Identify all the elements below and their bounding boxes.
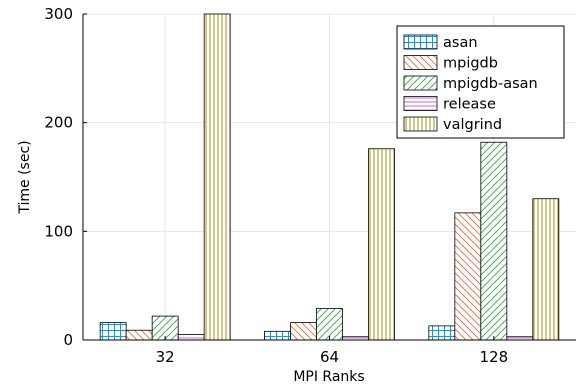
legend-swatch-mpigdb-asan bbox=[404, 76, 437, 90]
bar-asan-128 bbox=[429, 326, 455, 340]
legend-swatch-release bbox=[404, 97, 437, 111]
bar-valgrind-32 bbox=[204, 14, 230, 340]
legend-swatch-valgrind bbox=[404, 117, 437, 131]
y-tick-label: 0 bbox=[63, 331, 73, 349]
bar-mpigdb-32 bbox=[126, 330, 152, 340]
y-tick-label: 300 bbox=[44, 5, 73, 23]
x-tick-label: 128 bbox=[480, 348, 509, 366]
bar-valgrind-64 bbox=[369, 149, 395, 340]
x-tick-label: 32 bbox=[156, 348, 175, 366]
y-axis-title: Time (sec) bbox=[17, 140, 33, 214]
x-tick-label: 64 bbox=[320, 348, 339, 366]
bar-asan-64 bbox=[265, 331, 291, 340]
bar-valgrind-128 bbox=[533, 199, 559, 340]
legend-label-asan: asan bbox=[443, 35, 478, 51]
legend-swatch-mpigdb bbox=[404, 56, 437, 70]
legend: asan mpigdb mpigdb-asan release valgrind bbox=[397, 26, 564, 138]
bar-release-32 bbox=[178, 335, 204, 340]
legend-label-mpigdb: mpigdb bbox=[443, 56, 498, 72]
legend-label-valgrind: valgrind bbox=[443, 117, 502, 133]
x-axis-title: MPI Ranks bbox=[293, 369, 364, 385]
bar-mpigdb-asan-128 bbox=[481, 142, 507, 340]
y-tick-label: 100 bbox=[44, 222, 73, 240]
y-tick-label: 200 bbox=[44, 114, 73, 132]
bar-mpigdb-128 bbox=[455, 213, 481, 340]
bar-mpigdb-asan-64 bbox=[317, 308, 343, 340]
legend-label-release: release bbox=[443, 97, 496, 113]
bar-mpigdb-64 bbox=[291, 323, 317, 340]
legend-label-mpigdb-asan: mpigdb-asan bbox=[443, 76, 538, 92]
bar-asan-32 bbox=[100, 323, 126, 340]
legend-swatch-asan bbox=[404, 35, 437, 49]
